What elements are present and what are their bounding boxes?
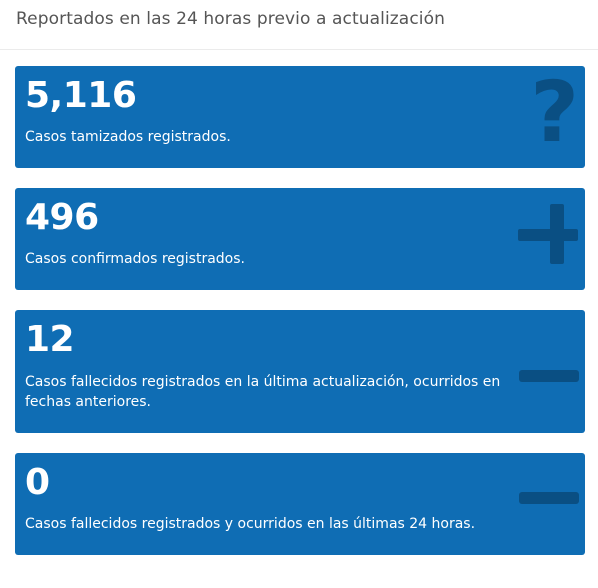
- deaths-last-24h-count: 0: [25, 462, 50, 503]
- screened-cases-card: 5,116 Casos tamizados registrados. ?: [15, 66, 585, 168]
- screened-cases-count: 5,116: [25, 75, 137, 116]
- confirmed-cases-card: 496 Casos confirmados registrados.: [15, 188, 585, 290]
- header: Reportados en las 24 horas previo a actu…: [0, 0, 598, 50]
- question-icon: ?: [530, 66, 579, 161]
- minus-icon: [15, 453, 585, 555]
- deaths-previous-dates-label: Casos fallecidos registrados en la últim…: [25, 374, 501, 410]
- deaths-last-24h-card: 0 Casos fallecidos registrados y ocurrid…: [15, 453, 585, 555]
- plus-icon: [15, 188, 585, 290]
- deaths-previous-dates-count: 12: [25, 319, 75, 360]
- minus-icon: [15, 310, 585, 433]
- confirmed-cases-count: 496: [25, 197, 99, 238]
- page-title: Reportados en las 24 horas previo a actu…: [16, 9, 445, 29]
- confirmed-cases-label: Casos confirmados registrados.: [25, 251, 245, 267]
- deaths-previous-dates-card: 12 Casos fallecidos registrados en la úl…: [15, 310, 585, 433]
- deaths-last-24h-label: Casos fallecidos registrados y ocurridos…: [25, 516, 476, 532]
- screened-cases-label: Casos tamizados registrados.: [25, 129, 231, 145]
